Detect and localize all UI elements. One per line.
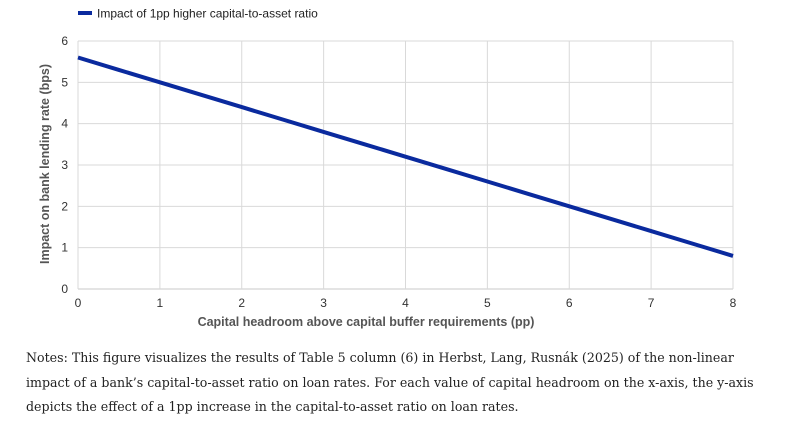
x-tick-label: 4 <box>402 296 409 310</box>
gridlines <box>77 40 734 290</box>
x-tick-label: 8 <box>730 296 737 310</box>
y-axis-title: Impact on bank lending rate (bps) <box>38 64 52 264</box>
x-tick-labels: 0 1 2 3 4 5 6 7 8 <box>75 296 737 310</box>
x-tick-label: 0 <box>75 296 82 310</box>
x-tick-label: 6 <box>566 296 573 310</box>
figure-notes: Notes: This figure visualizes the result… <box>26 350 754 414</box>
x-tick-label: 5 <box>484 296 491 310</box>
y-tick-label: 6 <box>61 34 68 48</box>
x-tick-label: 7 <box>648 296 655 310</box>
legend-label: Impact of 1pp higher capital-to-asset ra… <box>97 7 318 21</box>
legend-swatch <box>78 11 92 15</box>
series-line <box>77 55 734 258</box>
legend: Impact of 1pp higher capital-to-asset ra… <box>78 7 318 21</box>
y-tick-label: 1 <box>61 241 68 255</box>
y-tick-labels: 0 1 2 3 4 5 6 <box>61 34 68 296</box>
x-tick-label: 1 <box>157 296 164 310</box>
x-axis-title: Capital headroom above capital buffer re… <box>198 315 535 329</box>
x-tick-label: 3 <box>320 296 327 310</box>
y-tick-label: 3 <box>61 158 68 172</box>
y-tick-label: 5 <box>61 75 68 89</box>
y-tick-label: 2 <box>61 199 68 213</box>
y-tick-label: 4 <box>61 117 68 131</box>
x-tick-label: 2 <box>238 296 245 310</box>
y-tick-label: 0 <box>61 282 68 296</box>
series-group <box>77 55 734 258</box>
chart: 0 1 2 3 4 5 6 7 8 0 1 2 3 4 5 6 Impact of 1pp higher c… <box>38 7 737 330</box>
